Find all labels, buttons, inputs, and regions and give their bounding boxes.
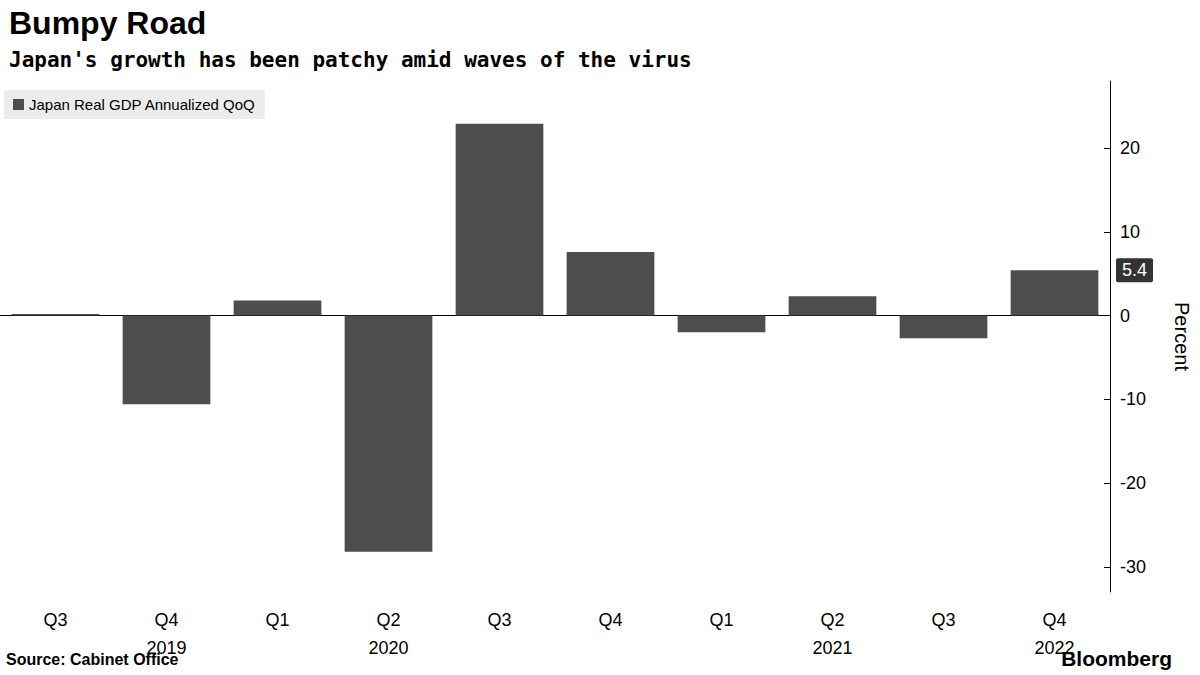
svg-text:Q4: Q4: [154, 610, 178, 630]
svg-text:Q3: Q3: [43, 610, 67, 630]
svg-text:Source: Cabinet Office: Source: Cabinet Office: [6, 650, 179, 668]
svg-text:2019: 2019: [146, 638, 186, 658]
svg-text:2020: 2020: [368, 638, 408, 658]
svg-text:0: 0: [1120, 306, 1130, 326]
svg-text:Q2: Q2: [820, 610, 844, 630]
svg-text:-30: -30: [1120, 557, 1146, 577]
svg-text:Q2: Q2: [376, 610, 400, 630]
svg-text:-10: -10: [1120, 389, 1146, 409]
svg-text:Percent: Percent: [1171, 302, 1193, 371]
svg-text:Japan Real GDP Annualized QoQ: Japan Real GDP Annualized QoQ: [29, 96, 255, 113]
svg-text:2022: 2022: [1034, 638, 1074, 658]
svg-text:-20: -20: [1120, 473, 1146, 493]
svg-text:Bloomberg: Bloomberg: [1061, 647, 1172, 670]
svg-text:Q3: Q3: [487, 610, 511, 630]
svg-text:5.4: 5.4: [1122, 260, 1147, 280]
svg-text:2021: 2021: [812, 638, 852, 658]
svg-text:10: 10: [1120, 222, 1140, 242]
svg-text:Q4: Q4: [1042, 610, 1066, 630]
svg-text:Q1: Q1: [709, 610, 733, 630]
svg-text:Q4: Q4: [598, 610, 622, 630]
svg-text:20: 20: [1120, 138, 1140, 158]
svg-text:Japan's growth has been patchy: Japan's growth has been patchy amid wave…: [9, 48, 692, 72]
svg-text:Bumpy Road: Bumpy Road: [9, 5, 206, 41]
svg-text:Q3: Q3: [931, 610, 955, 630]
svg-text:Q1: Q1: [265, 610, 289, 630]
